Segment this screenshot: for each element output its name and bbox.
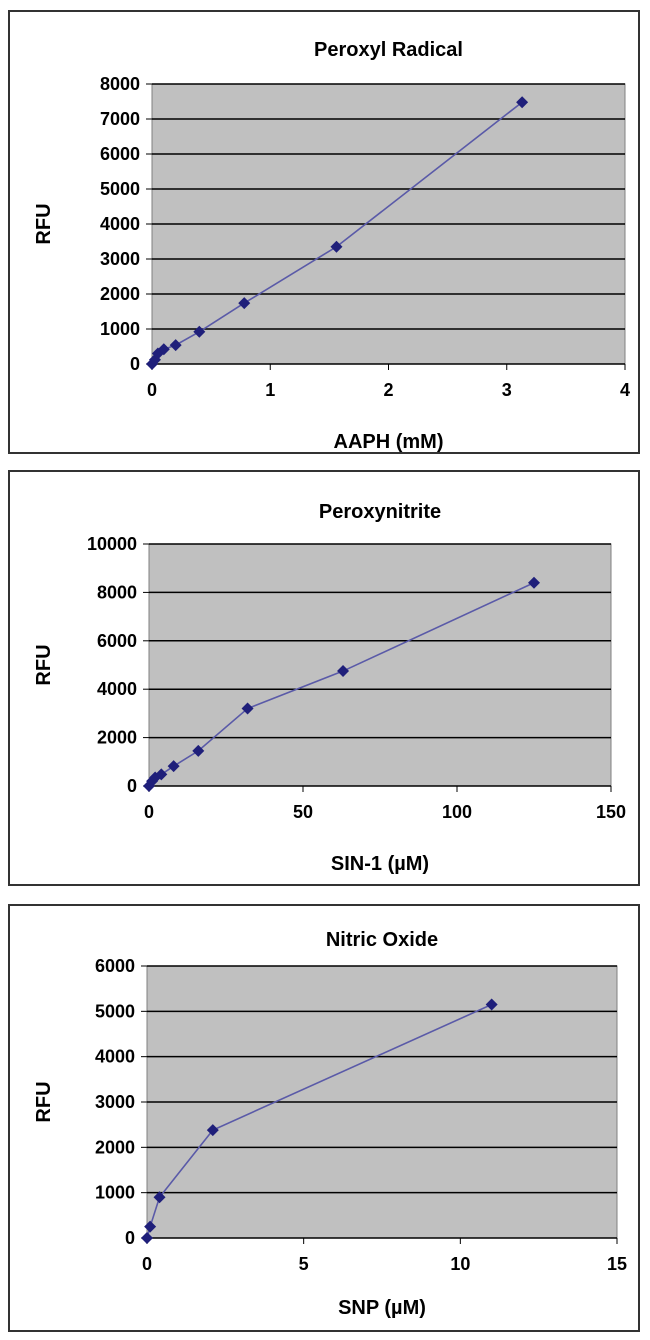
chart-svg-nitric-oxide: 0 1000 2000 3000 4000 5000 6000 0 5 10 15 Nitric … [33,929,627,1319]
x-axis-label: SIN-1 (µM) [331,853,429,875]
y-tick-label: 6000 [100,144,140,164]
data-point-marker [528,576,540,589]
y-tick-label: 8000 [97,582,137,602]
data-point-marker [516,96,529,109]
x-tick-label: 150 [596,802,626,822]
data-point-marker [206,1124,219,1137]
chart-title: Nitric Oxide [326,929,438,951]
y-tick-label: 0 [130,354,140,374]
y-axis-label: RFU [33,203,55,244]
chart-svg-peroxynitrite: 0 2000 4000 6000 8000 10000 0 50 100 150 Peroxyn… [33,501,626,875]
data-point-marker [153,1191,166,1204]
y-tick-label: 0 [127,776,137,796]
y-tick-label: 2000 [100,284,140,304]
y-axis-label: RFU [33,644,55,685]
x-tick-label: 0 [147,380,157,400]
x-tick-label: 15 [607,1254,627,1274]
y-tick-label: 5000 [100,179,140,199]
data-point-marker [141,1232,153,1244]
y-tick-label: 1000 [100,319,140,339]
y-tick-label: 4000 [97,679,137,699]
y-tick-label: 8000 [100,74,140,94]
data-point-marker [192,744,205,757]
data-point-marker [155,768,168,781]
chart-title: Peroxyl Radical [314,39,463,61]
y-axis-label: RFU [33,1081,55,1122]
y-tick-label: 6000 [95,956,135,976]
plot-area [148,543,612,787]
data-point-marker [337,665,350,678]
data-point-marker [238,297,251,310]
x-tick-label: 100 [442,802,472,822]
y-tick-label: 4000 [100,214,140,234]
y-tick-label: 0 [125,1228,135,1248]
y-tick-label: 10000 [87,534,137,554]
y-tick-label: 3000 [95,1092,135,1112]
chart-panel-peroxynitrite: 0 2000 4000 6000 8000 10000 0 50 100 150 Peroxyn… [8,470,640,886]
x-tick-label: 3 [502,380,512,400]
x-tick-label: 1 [265,380,275,400]
x-axis-label: SNP (µM) [338,1297,426,1319]
x-axis-label: AAPH (mM) [334,431,444,452]
x-tick-label: 5 [299,1254,309,1274]
data-point-marker [241,702,254,715]
chart-panel-nitric-oxide: 0 1000 2000 3000 4000 5000 6000 0 5 10 15 Nitric … [8,904,640,1332]
x-tick-label: 50 [293,802,313,822]
x-tick-label: 10 [450,1254,470,1274]
y-tick-label: 5000 [95,1001,135,1021]
y-tick-label: 4000 [95,1047,135,1067]
x-tick-label: 0 [142,1254,152,1274]
data-point-marker [485,998,498,1011]
x-tick-label: 4 [620,380,630,400]
data-point-marker [193,325,206,338]
x-tick-label: 0 [144,802,154,822]
y-tick-label: 2000 [95,1137,135,1157]
data-point-marker [167,760,180,773]
y-tick-label: 6000 [97,631,137,651]
data-point-marker [157,343,170,356]
chart-title: Peroxynitrite [319,501,441,523]
y-tick-label: 1000 [95,1183,135,1203]
y-tick-label: 2000 [97,728,137,748]
x-tick-label: 2 [383,380,393,400]
data-point-marker [144,1220,157,1233]
data-point-marker [169,339,182,352]
y-tick-label: 7000 [100,109,140,129]
y-tick-label: 3000 [100,249,140,269]
data-point-marker [330,240,343,253]
